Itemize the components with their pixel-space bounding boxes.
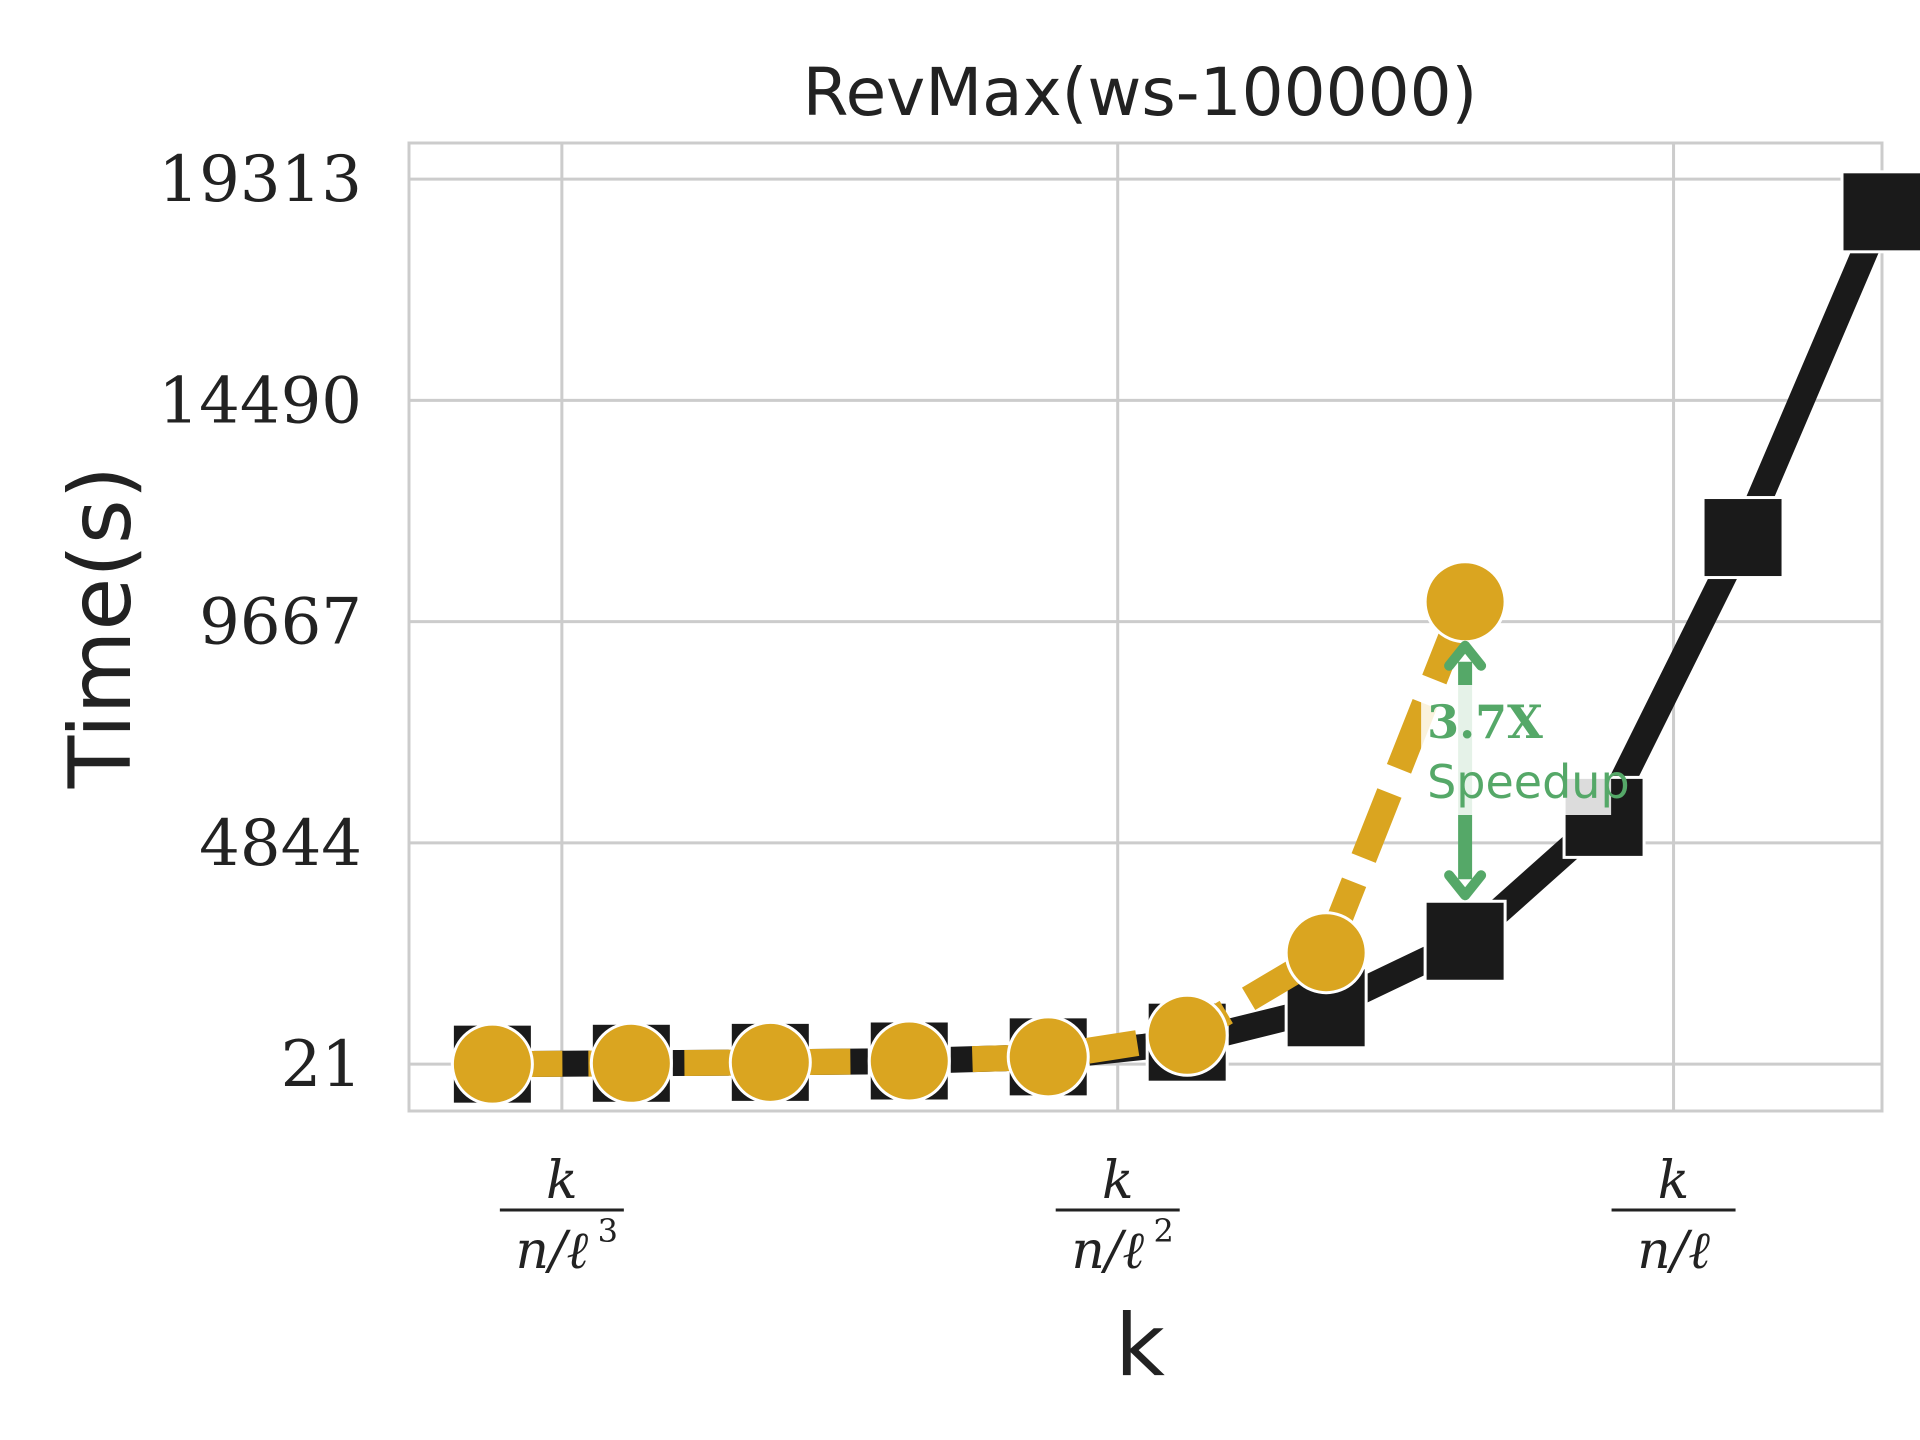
speedup-label: Speedup (1427, 755, 1630, 809)
x-tick-exponent: 2 (1154, 1212, 1174, 1250)
series-2-point (1006, 1015, 1090, 1099)
series-2-point (867, 1019, 951, 1103)
x-tick-denominator: n/ℓ (516, 1221, 589, 1281)
series-2-point (1145, 993, 1229, 1077)
series-layer (450, 170, 1920, 1106)
series-1-point (1840, 170, 1920, 254)
y-tick-label: 14490 (158, 364, 362, 438)
series-1-point (1701, 496, 1785, 580)
x-tick-numerator: k (1658, 1151, 1690, 1211)
speedup-label-background (1421, 685, 1612, 815)
annotation-layer: 3.7X Speedup (1421, 640, 1630, 901)
speedup-arrow-head-down (1444, 870, 1487, 901)
y-tick-label: 21 (281, 1028, 362, 1102)
series-2-point (1284, 911, 1368, 995)
y-tick-label: 19313 (158, 143, 362, 217)
x-tick-denominator: n/ℓ (1637, 1221, 1710, 1281)
grid (409, 143, 1882, 1111)
series-1-point (1423, 899, 1507, 983)
x-tick-numerator: k (546, 1151, 578, 1211)
x-axis-label: k (1115, 1296, 1165, 1396)
x-tick-labels: kn/ℓ 3kn/ℓ 2kn/ℓ (499, 1151, 1736, 1281)
x-tick-label: k n/ℓ (1611, 1151, 1736, 1281)
plot-area (407, 141, 1884, 1113)
speedup-arrow-head-up (1444, 640, 1487, 671)
chart-title: RevMax(ws-100000) (803, 54, 1478, 131)
y-tick-labels: 21 4844 9667 14490 19313 (158, 143, 362, 1102)
x-tick-label: k n/ℓ 3 (499, 1151, 624, 1281)
series-2-point (728, 1020, 812, 1104)
series-2-point (1423, 560, 1507, 644)
series-2-point (450, 1022, 534, 1106)
x-tick-label: k n/ℓ 2 (1055, 1151, 1180, 1281)
x-tick-denominator: n/ℓ (1071, 1221, 1144, 1281)
x-tick-numerator: k (1102, 1151, 1134, 1211)
series-2-point (589, 1021, 673, 1105)
speedup-value: 3.7X (1427, 695, 1543, 749)
y-axis-label: Time(s) (51, 466, 151, 789)
y-tick-label: 9667 (199, 586, 362, 660)
x-tick-exponent: 3 (598, 1212, 618, 1250)
y-tick-label: 4844 (199, 807, 362, 881)
